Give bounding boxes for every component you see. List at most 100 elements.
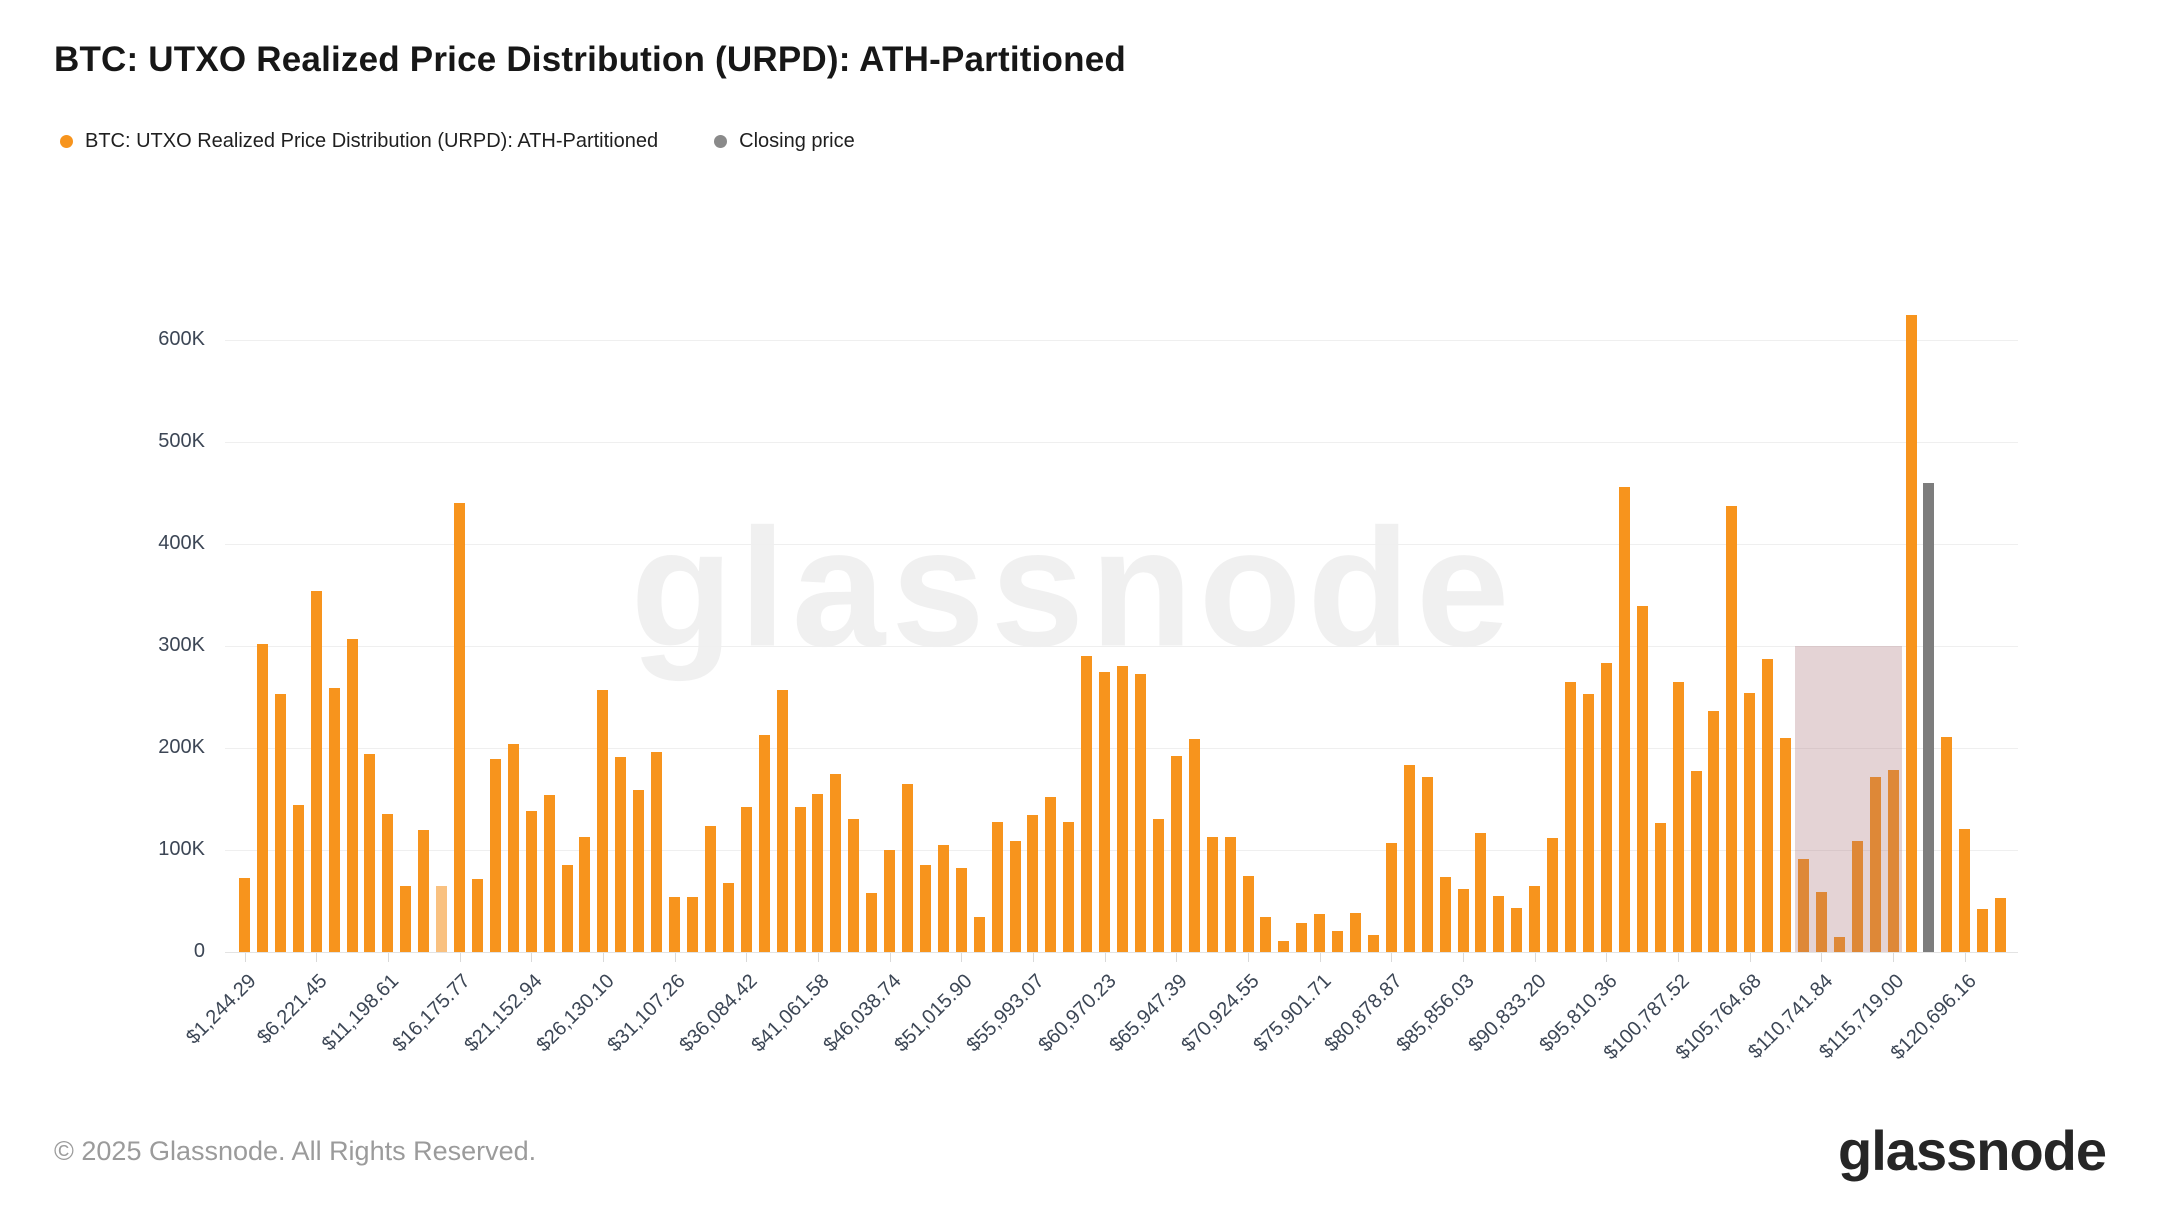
bar	[1565, 681, 1577, 952]
bar	[1278, 940, 1290, 952]
closing-price-bar	[1923, 482, 1935, 952]
bar	[1152, 819, 1164, 952]
bar	[256, 643, 268, 952]
bar	[525, 811, 537, 952]
x-tick	[1606, 953, 1608, 962]
bar	[1439, 876, 1451, 952]
bar	[848, 819, 860, 952]
bar	[364, 754, 376, 952]
bar	[328, 687, 340, 952]
x-tick	[531, 953, 533, 962]
bar	[292, 805, 304, 952]
bar	[1224, 836, 1236, 952]
bar	[1887, 770, 1899, 952]
bar	[1117, 666, 1129, 952]
bar	[919, 865, 931, 952]
y-tick-label: 300K	[158, 634, 205, 656]
bar	[1618, 486, 1630, 952]
x-tick	[1678, 953, 1680, 962]
glassnode-logo: glassnode	[1838, 1119, 2107, 1182]
bar	[1457, 888, 1469, 952]
x-tick	[961, 953, 963, 962]
bar	[1242, 875, 1254, 952]
x-tick-label: $1,244.29	[181, 970, 261, 1049]
bar	[543, 794, 555, 952]
y-tick-label: 500K	[158, 430, 205, 452]
bar	[1314, 914, 1326, 952]
bar	[740, 807, 752, 952]
bar	[310, 590, 322, 952]
bar	[1170, 756, 1182, 952]
bar	[1798, 859, 1810, 952]
x-tick-label: $21,152.94	[460, 970, 547, 1057]
x-tick	[1463, 953, 1465, 962]
bar	[1708, 711, 1720, 952]
bar	[1296, 923, 1308, 952]
bar	[1941, 736, 1953, 952]
bar	[1081, 656, 1093, 952]
gridline	[225, 646, 2018, 647]
bar	[1475, 832, 1487, 952]
bar	[382, 814, 394, 952]
x-tick	[1104, 953, 1106, 962]
x-tick	[1319, 953, 1321, 962]
bar	[812, 793, 824, 952]
bar	[937, 844, 949, 952]
x-tick-label: $70,924.55	[1177, 970, 1264, 1057]
gridline	[225, 952, 2018, 953]
gridline	[225, 442, 2018, 443]
bar	[1350, 913, 1362, 952]
bar	[454, 503, 466, 952]
watermark: glassnode	[630, 493, 1516, 682]
gridline	[225, 544, 2018, 545]
x-tick	[459, 953, 461, 962]
bar	[1099, 671, 1111, 952]
bar	[1260, 917, 1272, 952]
bar	[1135, 673, 1146, 952]
bar	[884, 850, 896, 952]
bar	[687, 896, 698, 952]
bar	[1600, 663, 1612, 952]
bar	[1654, 823, 1666, 952]
bar	[1977, 909, 1989, 952]
x-tick	[674, 953, 676, 962]
x-tick	[1176, 953, 1178, 962]
bar	[1851, 840, 1863, 952]
bar	[1367, 934, 1379, 952]
bar	[1583, 693, 1594, 952]
bar	[1063, 822, 1075, 952]
bar	[1959, 828, 1971, 952]
bar	[794, 807, 806, 952]
bar	[1869, 776, 1881, 952]
bar	[1995, 897, 2007, 952]
legend-item-urpd[interactable]: BTC: UTXO Realized Price Distribution (U…	[60, 130, 658, 153]
x-tick	[889, 953, 891, 962]
bar	[579, 836, 591, 952]
legend-item-closing-price[interactable]: Closing price	[714, 130, 855, 153]
x-tick	[1248, 953, 1250, 962]
bar	[507, 743, 519, 952]
bar	[1690, 771, 1702, 952]
y-tick-label: 400K	[158, 532, 205, 554]
bar	[471, 878, 483, 952]
x-tick	[244, 953, 246, 962]
x-tick	[1964, 953, 1966, 962]
bar	[1009, 840, 1021, 952]
bar	[1511, 908, 1523, 952]
bar	[615, 757, 627, 952]
bar-light	[436, 885, 448, 952]
bar	[1780, 737, 1792, 952]
bar	[274, 693, 286, 952]
y-tick-label: 100K	[158, 838, 205, 860]
bar	[239, 877, 250, 952]
bar	[1332, 930, 1344, 952]
x-tick	[1893, 953, 1895, 962]
x-tick	[316, 953, 318, 962]
bar	[597, 689, 609, 952]
x-tick-label: $36,084.42	[675, 970, 762, 1057]
y-tick-label: 200K	[158, 736, 205, 758]
bar	[1403, 765, 1415, 952]
bar	[1744, 692, 1756, 952]
